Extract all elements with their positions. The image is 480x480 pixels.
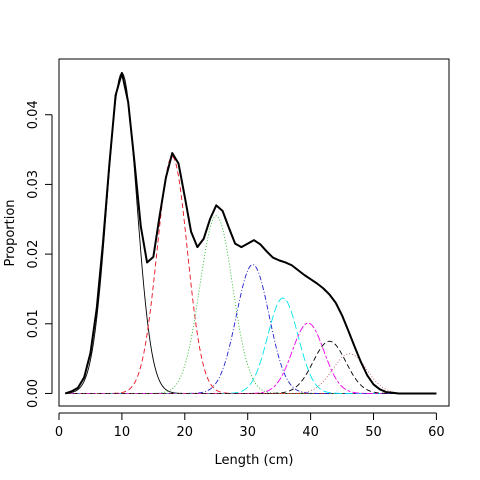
component-curve-6: [65, 322, 437, 394]
y-tick-label: 0.00: [26, 379, 41, 408]
x-axis: 0 10 20 30 40 50 60: [55, 412, 445, 440]
x-tick-label: 10: [114, 425, 131, 440]
component-curve-2: [65, 155, 437, 394]
x-tick-label: 60: [428, 425, 445, 440]
component-curve-4: [65, 264, 437, 394]
component-curves: [65, 72, 437, 394]
x-tick-label: 20: [177, 425, 194, 440]
y-axis: 0.00 0.01 0.02 0.03 0.04: [26, 100, 53, 408]
total-curve: [64, 71, 437, 395]
plot-frame: [58, 58, 450, 407]
y-tick-label: 0.04: [26, 100, 41, 129]
x-axis-label: Length (cm): [215, 453, 294, 468]
x-tick-label: 30: [239, 425, 256, 440]
component-curve-7: [65, 340, 437, 394]
x-tick-label: 50: [365, 425, 382, 440]
component-curve-1: [65, 72, 437, 394]
y-tick-label: 0.03: [26, 170, 41, 199]
y-tick-label: 0.01: [26, 309, 41, 338]
total-curve-group: [64, 71, 437, 395]
x-tick-label: 0: [55, 425, 63, 440]
y-tick-label: 0.02: [26, 240, 41, 269]
x-tick-label: 40: [302, 425, 319, 440]
component-curve-5: [65, 297, 437, 394]
y-axis-label: Proportion: [3, 199, 18, 266]
component-curve-8: [65, 353, 437, 394]
